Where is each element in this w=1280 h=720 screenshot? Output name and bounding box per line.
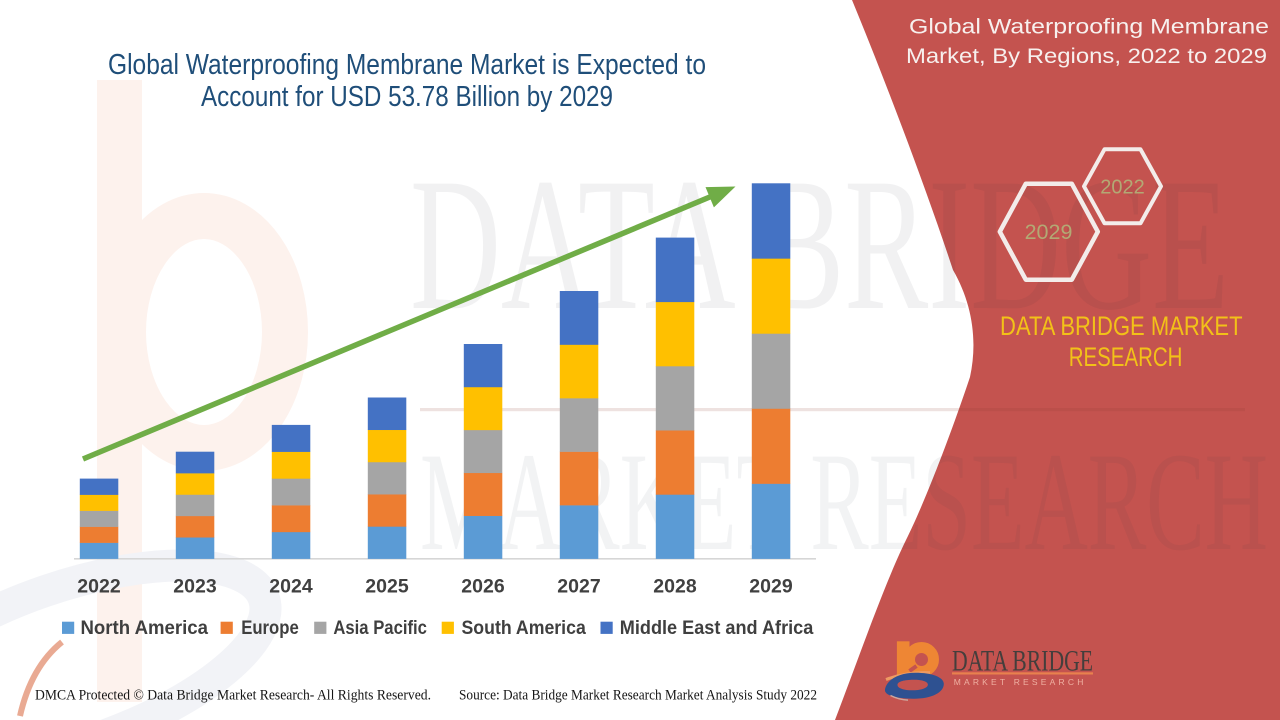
svg-text:Source: Data Bridge Market Res: Source: Data Bridge Market Research Mark… — [459, 688, 817, 704]
svg-text:North America: North America — [81, 617, 209, 639]
svg-text:DMCA Protected © Data Bridge M: DMCA Protected © Data Bridge Market Rese… — [35, 688, 431, 704]
svg-text:MARKET RESEARCH: MARKET RESEARCH — [420, 424, 1268, 580]
svg-text:Account for USD 53.78 Billion: Account for USD 53.78 Billion by 2029 — [201, 81, 613, 113]
svg-text:2023: 2023 — [173, 575, 217, 597]
svg-text:DATA BRIDGE: DATA BRIDGE — [952, 644, 1093, 677]
svg-text:Asia Pacific: Asia Pacific — [333, 617, 427, 639]
svg-text:RESEARCH: RESEARCH — [1069, 342, 1183, 372]
svg-text:2028: 2028 — [653, 575, 697, 597]
svg-text:MARKET RESEARCH: MARKET RESEARCH — [954, 677, 1087, 687]
svg-text:Global Waterproofing Membrane: Global Waterproofing Membrane — [909, 15, 1269, 39]
svg-text:2022: 2022 — [77, 575, 121, 597]
svg-text:2024: 2024 — [269, 575, 313, 597]
svg-text:South America: South America — [462, 617, 586, 639]
svg-text:Middle East and Africa: Middle East and Africa — [620, 617, 814, 639]
svg-text:Global Waterproofing Membrane: Global Waterproofing Membrane Market is … — [108, 49, 706, 81]
svg-text:2025: 2025 — [365, 575, 409, 597]
svg-text:2027: 2027 — [557, 575, 600, 597]
svg-text:2026: 2026 — [461, 575, 505, 597]
svg-text:2029: 2029 — [749, 575, 793, 597]
svg-text:2029: 2029 — [1025, 220, 1073, 244]
svg-text:2022: 2022 — [1100, 177, 1145, 199]
svg-text:Europe: Europe — [241, 617, 299, 639]
svg-text:DATA BRIDGE MARKET: DATA BRIDGE MARKET — [1000, 311, 1243, 341]
svg-text:Market, By Regions, 2022 to 20: Market, By Regions, 2022 to 2029 — [906, 44, 1267, 68]
